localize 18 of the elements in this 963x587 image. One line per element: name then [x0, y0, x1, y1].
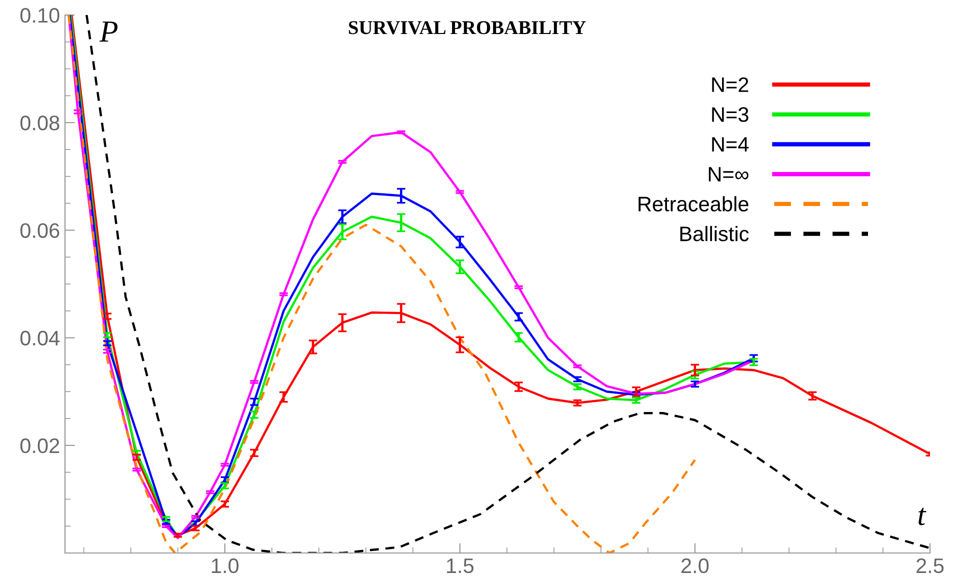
x-tick-label: 2.5 [916, 558, 944, 574]
legend-label: Ballistic [680, 226, 749, 242]
y-axis-title: P [99, 22, 118, 42]
x-axis-title: t [918, 508, 926, 526]
legend-label: Retraceable [638, 196, 748, 212]
y-tick-label: 0.10 [20, 8, 60, 23]
legend-label: N=4 [712, 137, 749, 152]
x-tick-label: 2.0 [682, 558, 709, 574]
y-tick-label: 0.08 [20, 116, 60, 130]
legend-label: N=3 [712, 107, 748, 122]
chart-title: SURVIVAL PROBABILITY [348, 21, 586, 34]
y-tick-label: 0.04 [20, 330, 60, 346]
x-tick-label: 1.5 [447, 558, 474, 574]
y-tick-label: 0.06 [20, 223, 60, 238]
legend-label: N=2 [712, 77, 748, 92]
x-tick-label: 1.0 [212, 558, 239, 574]
y-tick-label: 0.02 [20, 438, 60, 454]
legend-label: N=∞ [708, 167, 748, 182]
